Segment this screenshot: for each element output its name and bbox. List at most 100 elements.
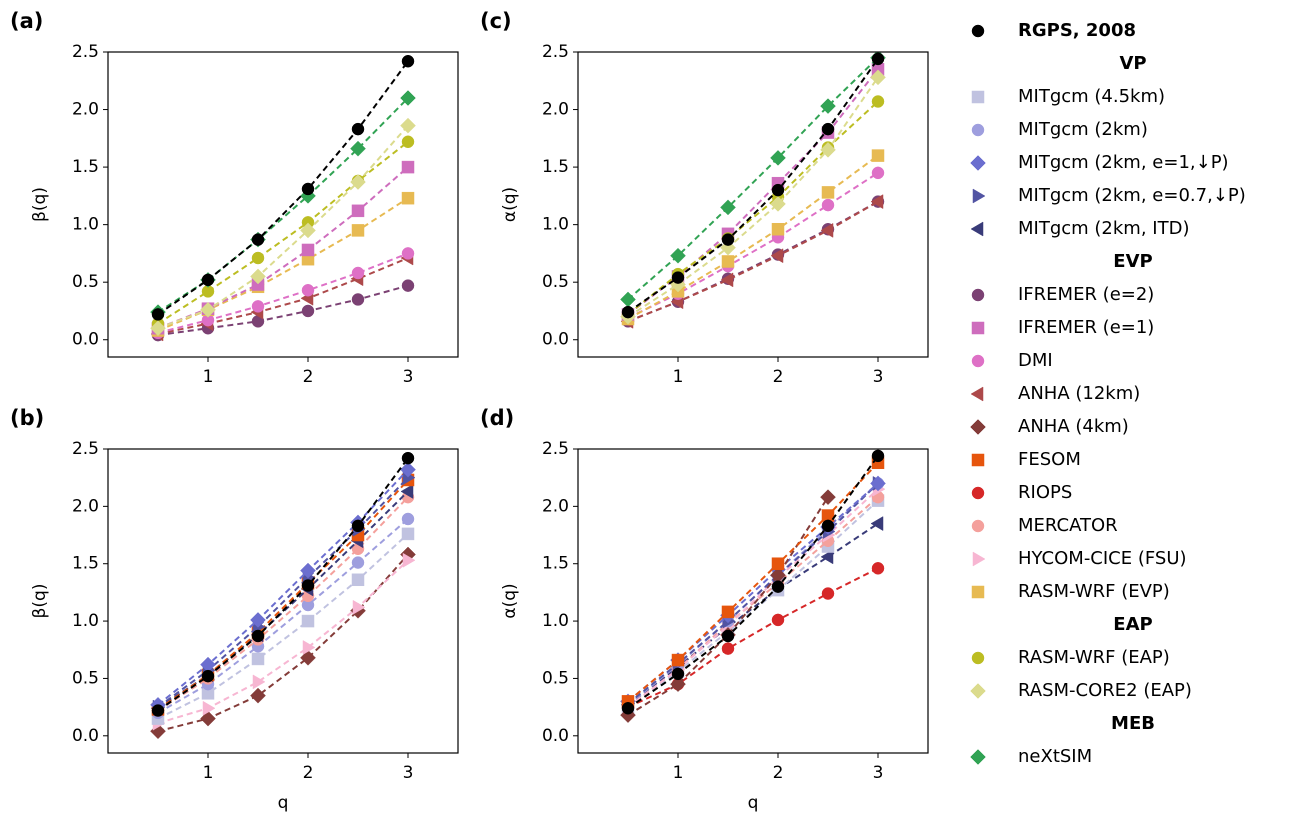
data-point [300, 562, 316, 579]
legend-marker [971, 519, 985, 533]
series-line [627, 499, 879, 710]
data-point [721, 642, 735, 655]
data-point [871, 562, 885, 575]
legend-label: MITgcm (2km, e=1,↓P) [1018, 152, 1229, 173]
axes-frame [107, 448, 459, 754]
y-tick-label: 0.5 [542, 272, 569, 292]
data-point [301, 579, 315, 592]
data-point [151, 308, 165, 321]
axes-frame [577, 51, 929, 358]
series-line [157, 166, 409, 330]
data-point [770, 150, 786, 166]
series-line [627, 455, 879, 710]
series-line [157, 284, 409, 337]
legend-label: RASM-CORE2 (EAP) [1018, 680, 1192, 701]
legend-marker [971, 486, 985, 500]
data-point [401, 135, 415, 149]
x-tick-label: 2 [773, 763, 784, 783]
y-axis-label: α(q) [500, 187, 520, 222]
legend-marker [970, 419, 986, 435]
y-tick-label: 0.0 [72, 330, 99, 350]
data-point [350, 140, 366, 157]
x-tick-label: 2 [773, 367, 784, 387]
y-tick-label: 0.5 [542, 668, 569, 688]
y-tick-label: 0.0 [72, 726, 99, 746]
data-point [351, 293, 365, 306]
axes-frame [577, 448, 929, 754]
x-tick-label: 3 [403, 367, 414, 387]
legend-label: neXtSIM [1018, 746, 1092, 767]
legend-group-title: EVP [1113, 251, 1152, 272]
data-point [400, 461, 416, 478]
data-point [351, 122, 365, 136]
legend-label: MERCATOR [1018, 515, 1118, 536]
y-tick-label: 2.0 [72, 100, 99, 120]
data-point [820, 98, 836, 114]
data-point [351, 204, 365, 218]
series-line [157, 140, 409, 325]
legend-label: RASM-WRF (EAP) [1018, 647, 1170, 668]
data-point [821, 186, 835, 199]
series-line [627, 57, 879, 301]
legend-marker [971, 453, 985, 467]
data-point [401, 160, 415, 174]
legend-marker [971, 354, 985, 368]
data-point [250, 268, 266, 285]
data-point [251, 251, 265, 265]
data-point [251, 300, 265, 313]
data-point [351, 556, 365, 569]
series-line [627, 172, 879, 319]
series-line [627, 462, 879, 703]
x-tick-label: 1 [673, 763, 684, 783]
y-tick-label: 2.0 [72, 496, 99, 516]
series-line [157, 97, 409, 313]
data-point [870, 516, 884, 532]
data-point [871, 149, 885, 162]
legend-marker [971, 288, 985, 302]
x-tick-label: 3 [873, 763, 884, 783]
data-point [871, 449, 885, 463]
data-point [771, 613, 785, 627]
legend-marker [970, 683, 986, 699]
data-point [401, 247, 415, 260]
data-point [251, 233, 265, 246]
y-tick-label: 1.5 [72, 554, 99, 574]
data-point [821, 122, 835, 136]
data-point [201, 273, 215, 287]
series-line [627, 200, 879, 323]
legend-label: MITgcm (2km, e=0.7,↓P) [1018, 185, 1246, 206]
series-line [157, 533, 409, 720]
data-point [251, 629, 265, 643]
data-point [671, 667, 685, 681]
panel-title: (d) [480, 406, 514, 430]
data-point [771, 580, 785, 593]
data-point [350, 174, 366, 190]
legend-marker [971, 123, 985, 137]
data-point [351, 266, 365, 280]
legend-label: MITgcm (2km, ITD) [1018, 218, 1189, 239]
legend-marker [972, 551, 986, 567]
data-point [770, 196, 786, 212]
legend-group-title: EAP [1113, 614, 1152, 635]
series-line [157, 490, 409, 710]
data-point [302, 640, 316, 655]
legend-marker [970, 221, 984, 237]
y-tick-label: 2.0 [542, 100, 569, 120]
y-tick-label: 1.0 [542, 215, 569, 235]
y-tick-label: 2.5 [72, 439, 99, 459]
data-point [870, 475, 886, 492]
y-axis-label: α(q) [500, 583, 520, 618]
data-point [401, 191, 415, 205]
series-line [157, 468, 409, 706]
y-tick-label: 1.0 [542, 611, 569, 631]
y-tick-label: 1.0 [72, 215, 99, 235]
y-tick-label: 0.5 [72, 668, 99, 688]
series-line [627, 100, 879, 316]
data-point [871, 166, 885, 180]
data-point [301, 614, 315, 628]
plot-area [620, 449, 886, 723]
series-line [157, 457, 409, 712]
legend-marker [972, 188, 986, 204]
plot-area [150, 451, 416, 740]
